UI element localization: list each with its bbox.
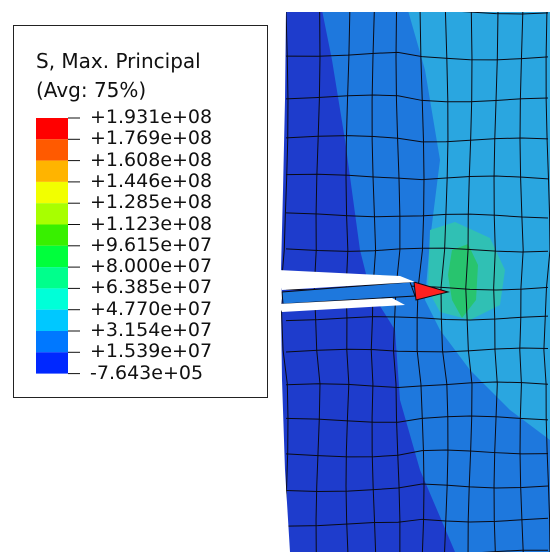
mesh-line [285,173,549,181]
stress-contour-plate [281,12,550,552]
mesh-line [440,12,449,552]
contour-green [448,244,478,318]
legend-label: +1.608e+08 [90,148,213,171]
mesh-line [285,212,549,219]
legend-label: +6.385e+07 [90,276,213,299]
mesh-line [285,135,549,143]
legend-label: +1.446e+08 [90,169,213,192]
crack-notch [278,270,415,290]
legend-swatch [36,267,68,289]
legend-swatch [36,331,68,353]
contour-light-blue [405,12,550,440]
mesh-line [285,549,549,552]
legend-label: +1.123e+08 [90,212,213,235]
mesh-line [285,51,549,61]
mesh-line [285,415,549,423]
legend-box: S, Max. Principal (Avg: 75%) +1.931e+08 +… [13,25,268,398]
mesh-line [285,315,549,322]
mesh-line [285,381,549,389]
legend-title: S, Max. Principal [36,49,201,73]
crack-tip-element [413,281,450,301]
mesh-line [543,12,550,552]
legend-swatch [36,352,68,374]
mesh-line [285,94,549,103]
crack-element-band [281,281,416,305]
legend-label: +8.000e+07 [90,255,213,278]
legend-swatch [36,160,68,182]
mesh-line [285,347,549,353]
mesh-line [519,12,524,552]
legend-label: +4.770e+07 [90,297,213,320]
legend-swatch [36,181,68,204]
legend-swatch [36,224,68,246]
mesh-line [465,12,473,552]
legend-swatch [36,139,68,161]
mesh-line [493,12,499,552]
mesh-line [285,449,549,458]
mesh-line [285,247,549,253]
mesh-line [285,517,549,527]
legend-swatch [36,288,68,310]
legend-label: +1.539e+07 [90,340,213,363]
legend-label: +3.154e+07 [90,319,213,341]
mesh-line [416,12,425,552]
legend-color-bar [36,117,80,375]
legend-swatch [36,245,68,268]
legend-label: +1.769e+08 [90,127,213,150]
legend-swatch [36,203,68,225]
legend-label: +1.931e+08 [90,106,213,128]
mesh-line [285,12,549,15]
crack-notch-lower [278,298,405,312]
legend-label: +9.615e+07 [90,233,213,256]
mesh-line [285,483,549,493]
legend-swatch [36,309,68,331]
legend-subtitle: (Avg: 75%) [36,78,147,102]
legend-label: +1.285e+08 [90,191,213,214]
legend-swatch [36,118,68,140]
legend-label: -7.643e+05 [90,361,204,384]
